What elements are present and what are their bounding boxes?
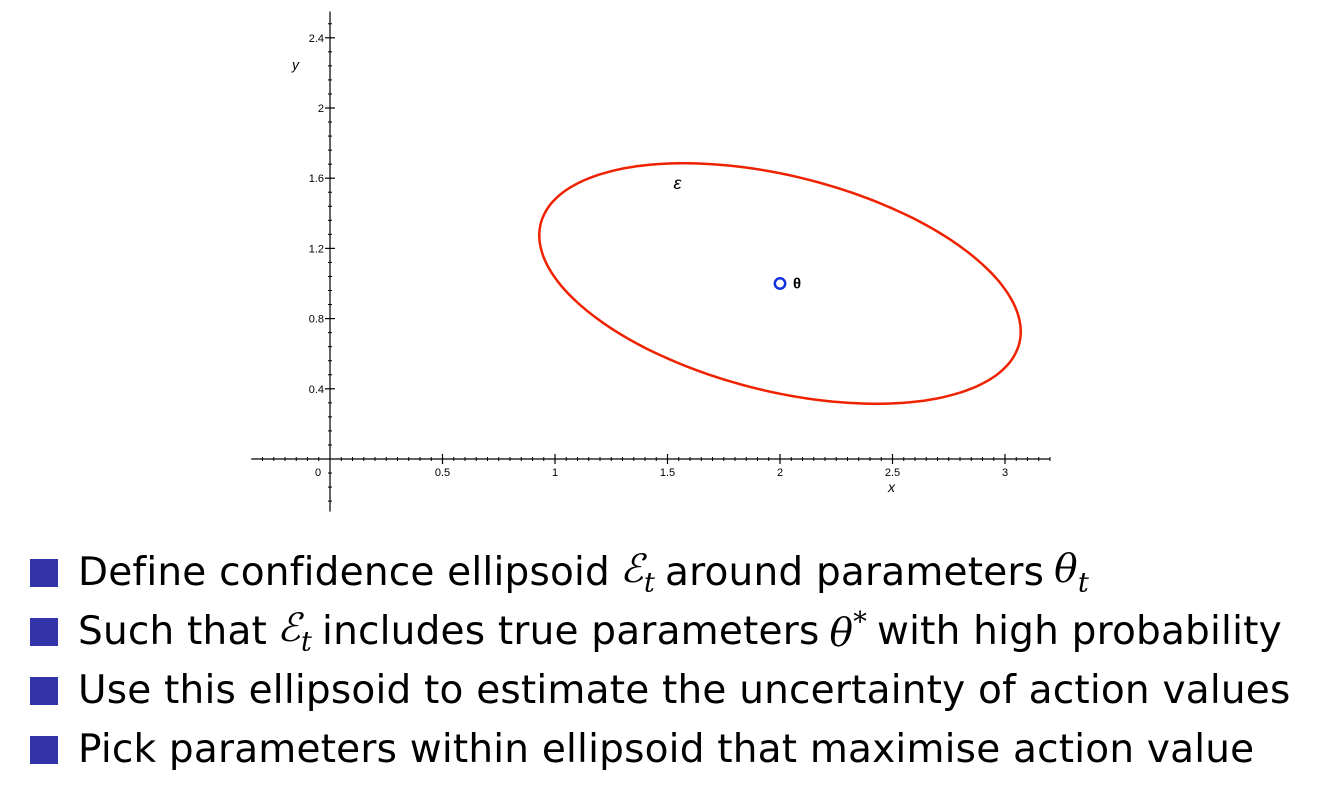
- confidence-ellipse: [538, 161, 1022, 406]
- y-tick-label: 0.8: [309, 314, 324, 326]
- y-tick-label: 2.4: [309, 33, 324, 45]
- x-tick-label: 2.5: [885, 467, 900, 479]
- bullet-text: Use this ellipsoid to estimate the uncer…: [78, 668, 1291, 713]
- math-ellipsoid-symbol: ℰt: [277, 605, 313, 658]
- y-tick-label: 1.2: [309, 243, 324, 255]
- x-tick-label: 2: [777, 467, 783, 479]
- bullet-square-icon: [30, 617, 58, 646]
- bullet-item-such-that: Such that ℰt includes true parameters θ*…: [30, 602, 1291, 661]
- y-tick-label: 1.6: [309, 173, 324, 185]
- bullet-text: Pick parameters within ellipsoid that ma…: [78, 727, 1255, 772]
- x-tick-label: 0.5: [435, 467, 450, 479]
- bullet-square-icon: [30, 558, 58, 587]
- bullet-text-tail: with high probability: [877, 609, 1282, 654]
- bullet-item-pick: Pick parameters within ellipsoid that ma…: [30, 720, 1291, 779]
- x-tick-label: 0: [315, 467, 321, 479]
- y-axis-label: y: [291, 56, 300, 72]
- bullet-item-use: Use this ellipsoid to estimate the uncer…: [30, 661, 1291, 720]
- x-tick-label: 3: [1002, 467, 1008, 479]
- math-theta-symbol: θt: [1054, 546, 1090, 599]
- bullet-square-icon: [30, 735, 58, 764]
- ellipse-plot: 0 0.5 1 1.5 2 2.5 3 0.4 0.8 1.2 1.6 2 2.4 ε θ x y: [251, 11, 1051, 512]
- theta-label: θ: [793, 276, 801, 293]
- x-axis-label: x: [887, 479, 896, 495]
- axes: 0 0.5 1 1.5 2 2.5 3 0.4 0.8 1.2 1.6 2 2.4: [251, 11, 1051, 512]
- ellipse-label: ε: [674, 173, 683, 193]
- theta-point: [773, 277, 787, 290]
- bullet-text-after: around parameters: [665, 550, 1045, 595]
- bullet-list: Define confidence ellipsoid ℰt around pa…: [30, 543, 1291, 779]
- y-tick-label: 0.4: [309, 384, 324, 396]
- bullet-text: Such that: [78, 609, 268, 654]
- x-tick-label: 1.5: [660, 467, 675, 479]
- bullet-text: Define confidence ellipsoid: [78, 550, 611, 595]
- x-tick-label: 1: [552, 467, 558, 479]
- math-ellipsoid-symbol: ℰt: [620, 546, 656, 599]
- bullet-item-define: Define confidence ellipsoid ℰt around pa…: [30, 543, 1291, 602]
- y-tick-label: 2: [318, 103, 324, 115]
- math-theta-star-symbol: θ*: [829, 607, 868, 656]
- bullet-square-icon: [30, 676, 58, 705]
- bullet-text-after: includes true parameters: [322, 609, 820, 654]
